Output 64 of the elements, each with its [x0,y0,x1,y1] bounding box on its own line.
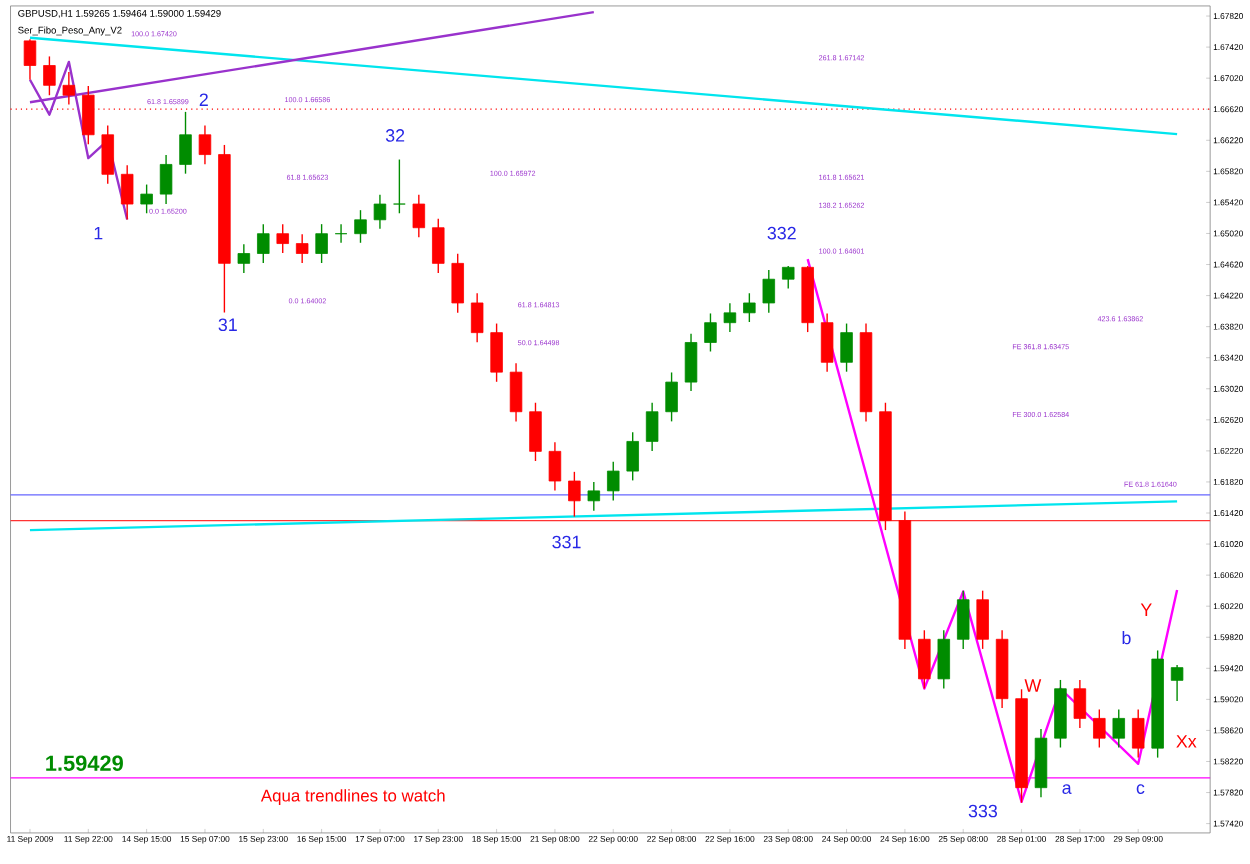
candlestick [432,217,445,274]
candlestick [529,401,542,462]
candlestick [1170,663,1184,702]
candlestick [101,124,114,185]
candlestick [820,312,834,372]
candlestick [393,158,406,214]
candlestick [1131,708,1145,758]
candlestick [684,332,698,392]
annotation: W [1024,678,1042,692]
candlestick [490,322,503,383]
candlestick [607,460,620,501]
candlestick [373,193,387,230]
candlestick [762,268,776,313]
candlestick [1073,678,1087,729]
annotation: Aqua trendlines to watch [260,788,445,805]
candlestick [645,401,659,452]
candlestick [782,264,795,289]
candlestick [956,589,970,650]
candlestick [159,153,173,205]
candlestick [276,223,289,254]
candlestick [257,223,270,264]
candlestick [918,629,931,689]
candlestick [976,589,989,650]
annotation: 1.59429 [46,755,123,771]
candlestick [1112,708,1125,748]
annotation: 332 [767,226,796,240]
annotation: 31 [218,318,237,331]
candlestick [334,223,348,244]
candlestick [743,292,756,323]
candlestick [140,183,153,214]
candlestick [548,441,562,491]
candlestick [120,164,134,220]
candlestick [82,84,95,145]
candlestick [412,193,426,238]
annotation: b [1122,630,1131,644]
annotation: c [1136,783,1145,794]
candlestick [315,223,328,264]
candlestick [587,480,601,511]
candlestick [237,243,251,274]
candlestick [1093,708,1106,748]
candlestick [354,209,367,244]
candlestick [23,38,37,81]
annotation: 1 [94,226,103,239]
candlestick [840,322,853,372]
candlestick [470,292,484,343]
candlestick [198,124,212,165]
candlestick [43,55,56,96]
annotation: 2 [199,92,208,106]
candlestick [723,302,737,333]
candlestick [626,431,639,481]
candlestick [568,470,581,517]
annotation: Y [1140,603,1152,616]
candlestick [179,110,192,174]
candlestick [665,371,678,422]
candlestick [509,362,523,422]
annotation: 331 [552,535,581,548]
annotation: 32 [385,128,405,142]
candlestick [937,629,951,689]
annotation: a [1062,783,1072,794]
candlestick [451,252,464,313]
candlestick [704,312,717,352]
annotation: Xx [1176,734,1197,748]
annotation: 333 [968,804,998,817]
candlestick [295,233,309,264]
